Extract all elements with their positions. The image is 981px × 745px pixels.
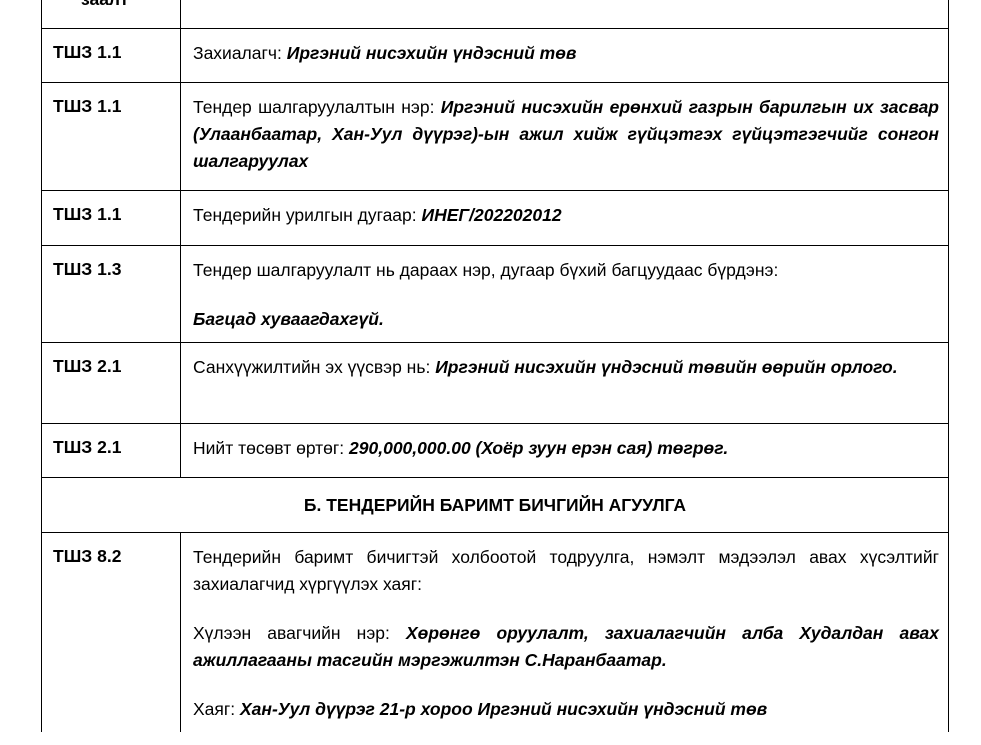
- ref-label: ТШЗ 1.1: [53, 204, 122, 224]
- table-row: ТШЗ 2.1 Нийт төсөвт өртөг: 290,000,000.0…: [41, 423, 949, 477]
- field-value: Иргэний нисэхийн ерөнхий газрын барилгын…: [193, 97, 939, 171]
- field-value: ИНЕГ/202202012: [421, 205, 562, 225]
- table-row: ТШЗ 1.1 Тендер шалгаруулалтын нэр: Иргэн…: [41, 82, 949, 190]
- content-cell: Тендерийн урилгын дугаар: ИНЕГ/202202012: [181, 191, 949, 251]
- content-cell: Тендерийн баримт бичигтэй холбоотой тодр…: [181, 533, 949, 745]
- content-cell: Санхүүжилтийн эх үүсвэр нь: Иргэний нисэ…: [181, 343, 949, 403]
- table-row: ТШЗ 2.1 Санхүүжилтийн эх үүсвэр нь: Иргэ…: [41, 342, 949, 423]
- field-label: Тендер шалгаруулалт нь дараах нэр, дугаа…: [193, 260, 779, 280]
- table-row: ТШЗ 1.1 Захиалагч: Иргэний нисэхийн үндэ…: [41, 28, 949, 82]
- field-label: Нийт төсөвт өртөг:: [193, 438, 350, 458]
- content-cell: Захиалагч: Иргэний нисэхийн үндэсний төв: [181, 29, 949, 89]
- field-label: Тендерийн баримт бичигтэй холбоотой тодр…: [193, 547, 939, 594]
- field-label: Тендерийн урилгын дугаар:: [193, 205, 422, 225]
- ref-label: ТШЗ 1.1: [53, 42, 122, 62]
- ref-label: ТШЗ 1.3: [53, 259, 122, 279]
- field-value: Багцад хуваагдахгүй.: [193, 309, 384, 329]
- field-value: Хөрөнгө оруулалт, захиалагчийн алба Худа…: [193, 623, 940, 670]
- ref-label: ТШЗ 2.1: [53, 356, 122, 376]
- content-cell: Тендер шалгаруулалтын нэр: Иргэний нисэх…: [181, 83, 949, 197]
- table-row-header: заалт: [41, 0, 949, 29]
- ref-label: ТШЗ 2.1: [53, 437, 122, 457]
- field-label: Тендер шалгаруулалтын нэр:: [193, 97, 441, 117]
- table-row: ТШЗ 1.1 Тендерийн урилгын дугаар: ИНЕГ/2…: [41, 190, 949, 245]
- table-row: ТШЗ 1.3 Тендер шалгаруулалт нь дараах нэ…: [41, 245, 949, 342]
- field-label: Хүлээн авагчийн нэр:: [193, 623, 406, 643]
- field-value: 290,000,000.00 (Хоёр зуун ерэн сая) төгр…: [349, 438, 729, 458]
- content-cell: Нийт төсөвт өртөг: 290,000,000.00 (Хоёр …: [181, 424, 949, 484]
- field-value: Иргэний нисэхийн үндэсний төв: [286, 43, 577, 63]
- content-cell: Тендер шалгаруулалт нь дараах нэр, дугаа…: [181, 246, 949, 355]
- section-title: Б. ТЕНДЕРИЙН БАРИМТ БИЧГИЙН АГУУЛГА: [303, 494, 687, 515]
- ref-label: ТШЗ 1.1: [53, 96, 122, 116]
- ref-cell: заалт: [41, 0, 181, 29]
- field-value: Хан-Уул дүүрэг 21-р хороо Иргэний нисэхи…: [240, 699, 768, 719]
- field-value: Иргэний нисэхийн үндэсний төвийн өөрийн …: [435, 357, 898, 377]
- field-label: Захиалагч:: [193, 43, 287, 63]
- table-row: ТШЗ 8.2 Тендерийн баримт бичигтэй холбоо…: [41, 532, 949, 732]
- section-header-row: Б. ТЕНДЕРИЙН БАРИМТ БИЧГИЙН АГУУЛГА: [41, 477, 949, 532]
- column-header-label: заалт: [81, 0, 129, 10]
- ref-label: ТШЗ 8.2: [53, 546, 122, 566]
- field-label: Санхүүжилтийн эх үүсвэр нь:: [193, 357, 436, 377]
- field-label: Хаяг:: [193, 699, 240, 719]
